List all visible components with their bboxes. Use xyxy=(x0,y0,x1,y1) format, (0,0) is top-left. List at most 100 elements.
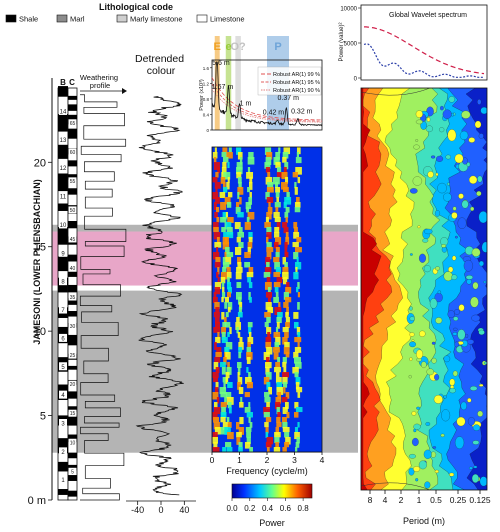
wavelet-blob xyxy=(442,109,452,119)
cbar-tick-label-4: 0.8 xyxy=(298,504,310,513)
evo-xtick-label-4: 4 xyxy=(320,455,325,465)
evo-cell xyxy=(238,442,243,450)
evo-cell xyxy=(294,202,301,208)
evo-cell xyxy=(275,442,279,449)
evo-cell xyxy=(276,277,283,284)
detrended-colour-series xyxy=(135,96,184,496)
cycle-block xyxy=(68,104,77,111)
evo-cell xyxy=(275,372,280,378)
evo-cell xyxy=(249,447,253,452)
evo-cell xyxy=(273,352,279,360)
evo-cell xyxy=(277,312,283,318)
evo-cell xyxy=(213,422,220,430)
evo-cell xyxy=(268,387,273,395)
evo-cell xyxy=(272,347,280,353)
evo-cell xyxy=(216,272,219,278)
evo-cell xyxy=(282,422,288,429)
wavelet-blob xyxy=(415,110,423,118)
evo-cell xyxy=(282,337,288,345)
evo-cell xyxy=(221,227,226,233)
evo-cell xyxy=(221,337,228,344)
evo-cell xyxy=(273,447,281,452)
evo-cell xyxy=(267,332,271,339)
peak-label-4: 0.37 m xyxy=(278,95,300,102)
evo-cell xyxy=(266,262,270,269)
wavelet-blob xyxy=(472,424,481,431)
evo-cell xyxy=(249,297,252,303)
evo-cell xyxy=(221,312,225,320)
evo-cell xyxy=(246,382,253,389)
wav-xtick-label-6: 0.125 xyxy=(469,495,491,505)
evo-cell xyxy=(282,277,288,285)
evo-cell xyxy=(212,412,218,420)
evo-cell xyxy=(282,357,287,364)
evo-cell xyxy=(226,152,233,159)
evo-cell xyxy=(237,262,242,269)
evo-cell xyxy=(296,257,299,264)
evo-cell xyxy=(235,272,242,280)
wavelet-blob xyxy=(469,386,478,391)
evo-cell xyxy=(265,302,272,310)
evo-cell xyxy=(294,227,298,234)
evo-cell xyxy=(220,417,226,423)
evo-cell xyxy=(286,307,289,315)
bed-number-5: 6 xyxy=(61,336,65,342)
cycle-block xyxy=(68,311,77,317)
evo-cell xyxy=(293,352,299,359)
evo-cell xyxy=(283,147,291,155)
evolutive-x-title: Frequency (cycle/m) xyxy=(226,466,308,476)
evo-cell xyxy=(237,187,244,195)
bed-number-4: 5 xyxy=(61,365,65,371)
evo-cell xyxy=(215,197,220,204)
bed-number-bg-9 xyxy=(59,220,67,229)
evo-cell xyxy=(238,427,244,435)
cycle-number-1: 10 xyxy=(70,440,76,446)
evo-cell xyxy=(239,197,242,205)
evo-cell xyxy=(272,177,280,185)
evo-cell xyxy=(215,367,220,373)
evo-cell xyxy=(225,377,229,384)
evo-cell xyxy=(246,357,251,364)
spec-ytick-label-1: 0.4 xyxy=(203,112,210,117)
evo-cell xyxy=(292,242,299,248)
evo-cell xyxy=(295,447,298,452)
evo-cell xyxy=(220,272,228,280)
evo-cell xyxy=(223,172,231,180)
wavelet-blob xyxy=(457,217,467,229)
evo-cell xyxy=(248,402,251,408)
wavelet-blob xyxy=(481,241,487,253)
legend-swatch-2 xyxy=(116,14,128,23)
wavelet-blob xyxy=(467,398,472,403)
evo-cell xyxy=(283,202,287,209)
spectral-band-label-2: O? xyxy=(230,41,246,53)
evo-xtick-label-0: 0 xyxy=(210,455,215,465)
wav-xtick-label-3: 1 xyxy=(417,495,422,505)
wavelet-blob xyxy=(457,329,466,340)
evo-cell xyxy=(215,382,219,389)
evo-cell xyxy=(229,327,232,335)
evo-cell xyxy=(278,147,281,154)
evo-cell xyxy=(265,257,271,265)
wavelet-blob xyxy=(426,368,434,376)
wavelet-blob xyxy=(461,200,469,209)
weathering-profile xyxy=(79,94,127,501)
evo-cell xyxy=(275,237,282,245)
evo-cell xyxy=(265,167,270,173)
wavelet-blob xyxy=(439,127,445,133)
cycle-block xyxy=(68,298,77,305)
cycle-block xyxy=(68,406,77,412)
wavelet-blob xyxy=(409,341,416,348)
evo-cell xyxy=(214,182,221,189)
evo-cell xyxy=(212,297,218,303)
evo-cell xyxy=(247,212,255,220)
evo-cell xyxy=(225,222,232,229)
evo-cell xyxy=(227,432,234,440)
evo-cell xyxy=(214,242,222,248)
spec-legend-label-2: Robust AR(1) 90 % xyxy=(273,88,320,94)
evo-cell xyxy=(224,427,231,435)
evo-cell xyxy=(236,317,240,323)
evo-cell xyxy=(264,222,271,228)
wavelet-blob xyxy=(413,466,421,472)
wavelet-blob xyxy=(426,117,431,122)
evo-cell xyxy=(215,307,220,313)
